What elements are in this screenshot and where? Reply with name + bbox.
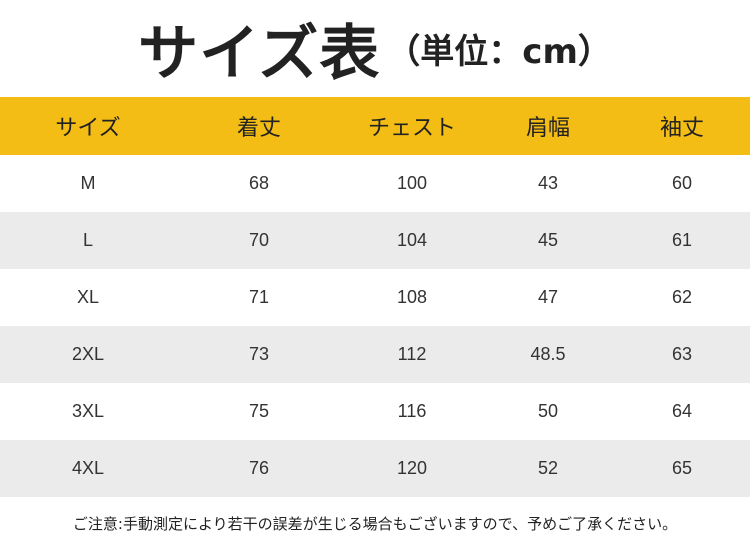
page-title: サイズ表 （単位：cm） xyxy=(0,0,750,97)
cell-size: 4XL xyxy=(0,440,176,497)
cell-shoulder: 50 xyxy=(482,383,614,440)
cell-length: 75 xyxy=(176,383,342,440)
cell-shoulder: 43 xyxy=(482,155,614,212)
title-main: サイズ表 xyxy=(138,19,381,89)
header-shoulder: 肩幅 xyxy=(482,97,614,155)
cell-size: L xyxy=(0,212,176,269)
cell-size: 2XL xyxy=(0,326,176,383)
header-size: サイズ xyxy=(0,97,176,155)
cell-chest: 116 xyxy=(342,383,482,440)
table-row: 4XL 76 120 52 65 xyxy=(0,440,750,497)
cell-length: 71 xyxy=(176,269,342,326)
cell-chest: 104 xyxy=(342,212,482,269)
measurement-note: ご注意:手動測定により若干の誤差が生じる場合もございますので、予めご了承ください… xyxy=(72,515,678,533)
title-unit: （単位：cm） xyxy=(386,32,612,72)
cell-chest: 112 xyxy=(342,326,482,383)
cell-sleeve: 60 xyxy=(614,155,750,212)
header-length: 着丈 xyxy=(176,97,342,155)
table-row: 3XL 75 116 50 64 xyxy=(0,383,750,440)
cell-size: M xyxy=(0,155,176,212)
cell-shoulder: 52 xyxy=(482,440,614,497)
size-table: サイズ 着丈 チェスト 肩幅 袖丈 M 68 100 43 60 L 70 10… xyxy=(0,97,750,497)
cell-sleeve: 63 xyxy=(614,326,750,383)
cell-length: 68 xyxy=(176,155,342,212)
cell-length: 76 xyxy=(176,440,342,497)
cell-chest: 100 xyxy=(342,155,482,212)
cell-shoulder: 47 xyxy=(482,269,614,326)
header-chest: チェスト xyxy=(342,97,482,155)
table-row: 2XL 73 112 48.5 63 xyxy=(0,326,750,383)
cell-size: XL xyxy=(0,269,176,326)
cell-sleeve: 65 xyxy=(614,440,750,497)
cell-chest: 108 xyxy=(342,269,482,326)
table-row: XL 71 108 47 62 xyxy=(0,269,750,326)
table-row: L 70 104 45 61 xyxy=(0,212,750,269)
cell-shoulder: 48.5 xyxy=(482,326,614,383)
cell-length: 73 xyxy=(176,326,342,383)
header-sleeve: 袖丈 xyxy=(614,97,750,155)
cell-chest: 120 xyxy=(342,440,482,497)
cell-length: 70 xyxy=(176,212,342,269)
cell-sleeve: 62 xyxy=(614,269,750,326)
table-row: M 68 100 43 60 xyxy=(0,155,750,212)
table-header-row: サイズ 着丈 チェスト 肩幅 袖丈 xyxy=(0,97,750,155)
cell-sleeve: 64 xyxy=(614,383,750,440)
cell-sleeve: 61 xyxy=(614,212,750,269)
cell-shoulder: 45 xyxy=(482,212,614,269)
cell-size: 3XL xyxy=(0,383,176,440)
